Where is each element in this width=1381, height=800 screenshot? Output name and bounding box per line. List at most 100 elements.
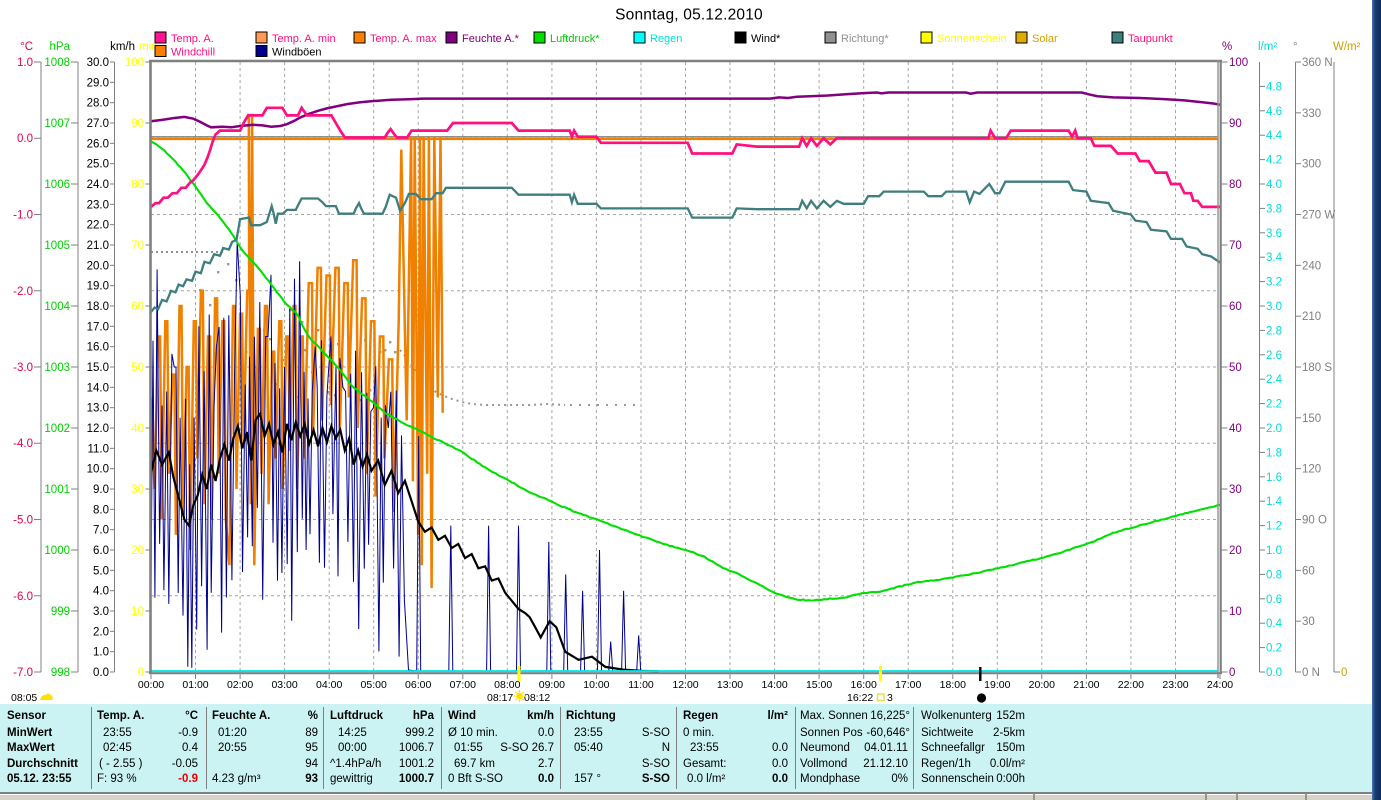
svg-text:20: 20 xyxy=(131,545,144,557)
svg-text:1008: 1008 xyxy=(44,57,70,69)
svg-text:24.0: 24.0 xyxy=(87,179,109,191)
svg-text:03:00: 03:00 xyxy=(271,679,297,691)
svg-text:3.6: 3.6 xyxy=(1266,228,1282,240)
svg-text:10:00: 10:00 xyxy=(583,679,609,691)
svg-text:1003: 1003 xyxy=(44,362,70,374)
svg-text:19:00: 19:00 xyxy=(984,679,1010,691)
svg-text:5.0: 5.0 xyxy=(93,565,109,577)
svg-text:0.8: 0.8 xyxy=(1266,569,1282,581)
svg-text:Temp. A. max: Temp. A. max xyxy=(370,33,437,45)
svg-text:70: 70 xyxy=(131,240,144,252)
svg-text:60: 60 xyxy=(1302,565,1315,577)
svg-text:Solar: Solar xyxy=(1032,33,1058,45)
svg-text:-5.0: -5.0 xyxy=(13,515,33,527)
svg-text:Sonnenschein: Sonnenschein xyxy=(937,33,1007,45)
svg-text:hPa: hPa xyxy=(50,41,71,53)
svg-text:1007: 1007 xyxy=(44,118,70,130)
svg-text:0.0: 0.0 xyxy=(93,667,109,679)
svg-text:1005: 1005 xyxy=(44,240,70,252)
svg-text:1.0: 1.0 xyxy=(17,57,33,69)
svg-text:27.0: 27.0 xyxy=(87,118,109,130)
svg-text:Feuchte A.*: Feuchte A.* xyxy=(462,33,520,45)
svg-text:50: 50 xyxy=(131,362,144,374)
svg-text:W/m²: W/m² xyxy=(1333,41,1361,53)
svg-text:1001: 1001 xyxy=(44,484,70,496)
svg-text:-1.0: -1.0 xyxy=(13,210,33,222)
svg-text:20:00: 20:00 xyxy=(1029,679,1055,691)
svg-text:10: 10 xyxy=(1229,606,1242,618)
svg-text:0.0: 0.0 xyxy=(17,133,33,145)
svg-text:30: 30 xyxy=(1302,616,1315,628)
svg-text:09:00: 09:00 xyxy=(539,679,565,691)
svg-text:6.0: 6.0 xyxy=(93,545,109,557)
svg-text:0.4: 0.4 xyxy=(1266,618,1283,630)
svg-text:1.4: 1.4 xyxy=(1266,496,1283,508)
svg-text:29.0: 29.0 xyxy=(87,77,109,89)
svg-text:998: 998 xyxy=(51,667,70,679)
svg-text:3: 3 xyxy=(887,692,893,704)
svg-text:°: ° xyxy=(1293,41,1298,53)
svg-text:300: 300 xyxy=(1302,159,1321,171)
svg-text:7.0: 7.0 xyxy=(93,525,109,537)
svg-text:17:00: 17:00 xyxy=(895,679,921,691)
svg-text:1004: 1004 xyxy=(44,301,70,313)
svg-text:270 W: 270 W xyxy=(1302,210,1335,222)
svg-text:10: 10 xyxy=(131,606,144,618)
svg-text:-6.0: -6.0 xyxy=(13,591,33,603)
svg-text:23:00: 23:00 xyxy=(1162,679,1188,691)
svg-text:2.8: 2.8 xyxy=(1266,325,1282,337)
svg-text:40: 40 xyxy=(1229,423,1242,435)
svg-text:30: 30 xyxy=(131,484,144,496)
svg-text:20.0: 20.0 xyxy=(87,260,109,272)
svg-text:07:00: 07:00 xyxy=(450,679,476,691)
svg-text:min: min xyxy=(139,41,158,53)
svg-text:11:00: 11:00 xyxy=(628,679,654,691)
svg-text:50: 50 xyxy=(1229,362,1242,374)
svg-text:12.0: 12.0 xyxy=(87,423,109,435)
svg-text:Luftdruck*: Luftdruck* xyxy=(550,33,600,45)
svg-text:26.0: 26.0 xyxy=(87,138,109,150)
svg-text:25.0: 25.0 xyxy=(87,159,109,171)
svg-text:05:00: 05:00 xyxy=(361,679,387,691)
svg-text:0 N: 0 N xyxy=(1302,667,1320,679)
svg-text:80: 80 xyxy=(131,179,144,191)
svg-text:14.0: 14.0 xyxy=(87,382,109,394)
svg-text:3.0: 3.0 xyxy=(1266,301,1282,313)
svg-text:19.0: 19.0 xyxy=(87,281,109,293)
svg-text:16:22: 16:22 xyxy=(847,692,873,704)
svg-text:4.6: 4.6 xyxy=(1266,106,1282,118)
svg-text:11.0: 11.0 xyxy=(87,443,109,455)
svg-text:17.0: 17.0 xyxy=(87,321,109,333)
svg-text:21.0: 21.0 xyxy=(87,240,109,252)
svg-text:240: 240 xyxy=(1302,260,1321,272)
svg-text:18.0: 18.0 xyxy=(87,301,109,313)
svg-text:1.6: 1.6 xyxy=(1266,472,1282,484)
svg-text:90: 90 xyxy=(131,118,144,130)
svg-text:21:00: 21:00 xyxy=(1073,679,1099,691)
svg-text:Taupunkt: Taupunkt xyxy=(1128,33,1173,45)
svg-text:0.2: 0.2 xyxy=(1266,643,1282,655)
svg-text:999: 999 xyxy=(51,606,70,618)
svg-text:10.0: 10.0 xyxy=(87,464,109,476)
svg-text:28.0: 28.0 xyxy=(87,98,109,110)
svg-text:22.0: 22.0 xyxy=(87,220,109,232)
svg-text:Richtung*: Richtung* xyxy=(841,33,889,45)
svg-text:9.0: 9.0 xyxy=(93,484,109,496)
svg-text:90: 90 xyxy=(1229,118,1242,130)
svg-text:01:00: 01:00 xyxy=(182,679,208,691)
svg-text:2.0: 2.0 xyxy=(93,626,109,638)
svg-text:1.0: 1.0 xyxy=(1266,545,1282,557)
svg-text:2.0: 2.0 xyxy=(1266,423,1282,435)
svg-text:1006: 1006 xyxy=(44,179,70,191)
svg-text:0: 0 xyxy=(138,667,144,679)
svg-text:70: 70 xyxy=(1229,240,1242,252)
svg-text:2.2: 2.2 xyxy=(1266,399,1282,411)
svg-text:3.2: 3.2 xyxy=(1266,277,1282,289)
svg-text:40: 40 xyxy=(131,423,144,435)
svg-text:Temp. A. min: Temp. A. min xyxy=(272,33,336,45)
svg-text:0.6: 0.6 xyxy=(1266,594,1282,606)
svg-text:2.6: 2.6 xyxy=(1266,350,1282,362)
svg-text:13:00: 13:00 xyxy=(717,679,743,691)
svg-text:360 N: 360 N xyxy=(1302,57,1333,69)
svg-text:l/m²: l/m² xyxy=(1258,41,1277,53)
